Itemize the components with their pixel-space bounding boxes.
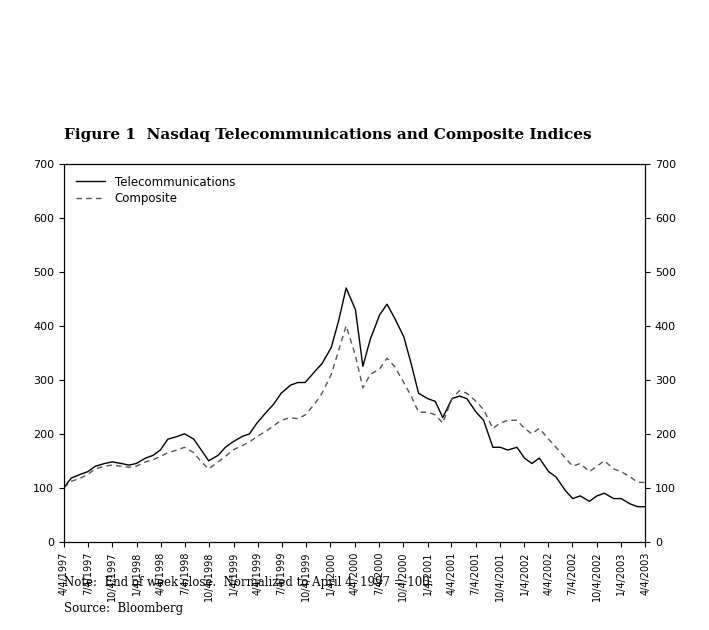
Text: Source:  Bloomberg: Source: Bloomberg [64,602,183,615]
Text: Note:  End of week close.  Normalized to April 4, 1997 = 100.: Note: End of week close. Normalized to A… [64,576,433,590]
Line: Telecommunications: Telecommunications [64,288,662,508]
Legend: Telecommunications, Composite: Telecommunications, Composite [69,169,241,211]
Text: Figure 1  Nasdaq Telecommunications and Composite Indices: Figure 1 Nasdaq Telecommunications and C… [64,128,591,142]
Line: Composite: Composite [64,326,662,488]
